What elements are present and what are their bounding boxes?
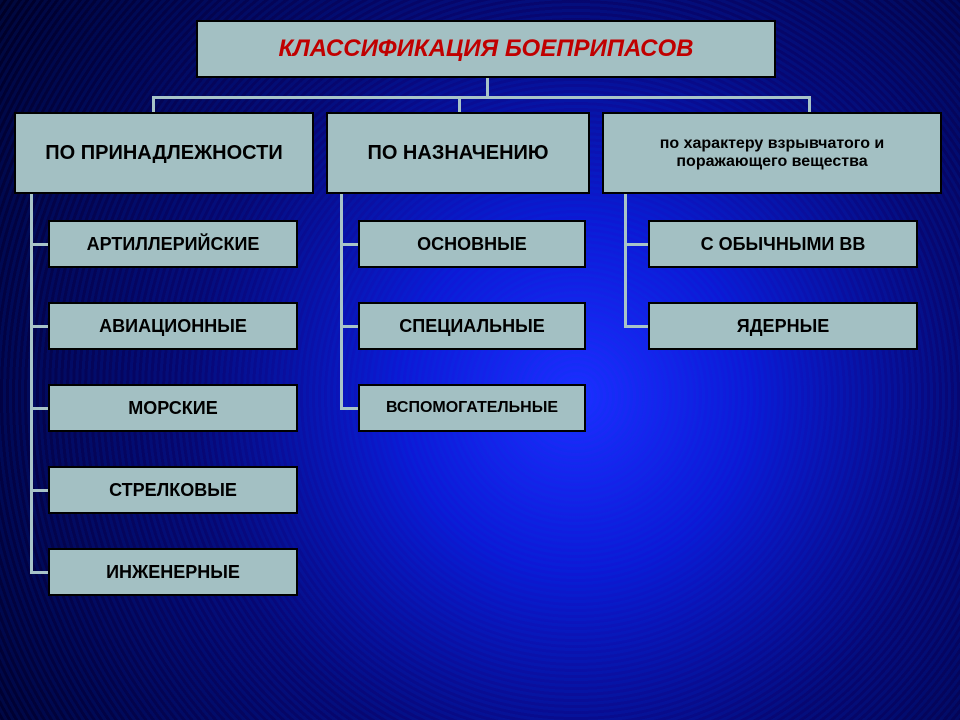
category-box-0: ПО ПРИНАДЛЕЖНОСТИ xyxy=(14,112,314,194)
category-box-2-label: по характеру взрывчатого и поражающего в… xyxy=(610,135,934,171)
connector xyxy=(624,243,648,246)
leaf-box-1-1-label: СПЕЦИАЛЬНЫЕ xyxy=(399,316,544,337)
connector xyxy=(624,194,627,328)
title-box-label: КЛАССИФИКАЦИЯ БОЕПРИПАСОВ xyxy=(279,35,694,63)
leaf-box-0-0-label: АРТИЛЛЕРИЙСКИЕ xyxy=(87,234,260,255)
category-box-1-label: ПО НАЗНАЧЕНИЮ xyxy=(367,142,548,165)
connector xyxy=(458,96,461,112)
leaf-box-0-4: ИНЖЕНЕРНЫЕ xyxy=(48,548,298,596)
leaf-box-0-2: МОРСКИЕ xyxy=(48,384,298,432)
leaf-box-0-3: СТРЕЛКОВЫЕ xyxy=(48,466,298,514)
connector xyxy=(152,96,811,99)
connector xyxy=(624,325,648,328)
leaf-box-1-1: СПЕЦИАЛЬНЫЕ xyxy=(358,302,586,350)
leaf-box-1-0-label: ОСНОВНЫЕ xyxy=(417,234,527,255)
connector xyxy=(486,78,489,96)
leaf-box-2-0-label: С ОБЫЧНЫМИ ВВ xyxy=(701,234,866,255)
leaf-box-1-2: ВСПОМОГАТЕЛЬНЫЕ xyxy=(358,384,586,432)
connector xyxy=(152,96,155,112)
leaf-box-0-0: АРТИЛЛЕРИЙСКИЕ xyxy=(48,220,298,268)
category-box-2: по характеру взрывчатого и поражающего в… xyxy=(602,112,942,194)
leaf-box-1-2-label: ВСПОМОГАТЕЛЬНЫЕ xyxy=(386,399,558,417)
leaf-box-0-1-label: АВИАЦИОННЫЕ xyxy=(99,316,247,337)
connector xyxy=(808,96,811,112)
category-box-0-label: ПО ПРИНАДЛЕЖНОСТИ xyxy=(45,142,282,165)
title-box: КЛАССИФИКАЦИЯ БОЕПРИПАСОВ xyxy=(196,20,776,78)
leaf-box-2-1: ЯДЕРНЫЕ xyxy=(648,302,918,350)
category-box-1: ПО НАЗНАЧЕНИЮ xyxy=(326,112,590,194)
leaf-box-0-4-label: ИНЖЕНЕРНЫЕ xyxy=(106,562,240,583)
connector xyxy=(30,194,33,574)
leaf-box-2-1-label: ЯДЕРНЫЕ xyxy=(737,316,829,337)
leaf-box-1-0: ОСНОВНЫЕ xyxy=(358,220,586,268)
leaf-box-0-2-label: МОРСКИЕ xyxy=(128,398,217,419)
leaf-box-0-1: АВИАЦИОННЫЕ xyxy=(48,302,298,350)
connector xyxy=(340,194,343,410)
leaf-box-0-3-label: СТРЕЛКОВЫЕ xyxy=(109,480,237,501)
leaf-box-2-0: С ОБЫЧНЫМИ ВВ xyxy=(648,220,918,268)
org-chart: КЛАССИФИКАЦИЯ БОЕПРИПАСОВ ПО ПРИНАДЛЕЖНОС… xyxy=(0,0,960,720)
